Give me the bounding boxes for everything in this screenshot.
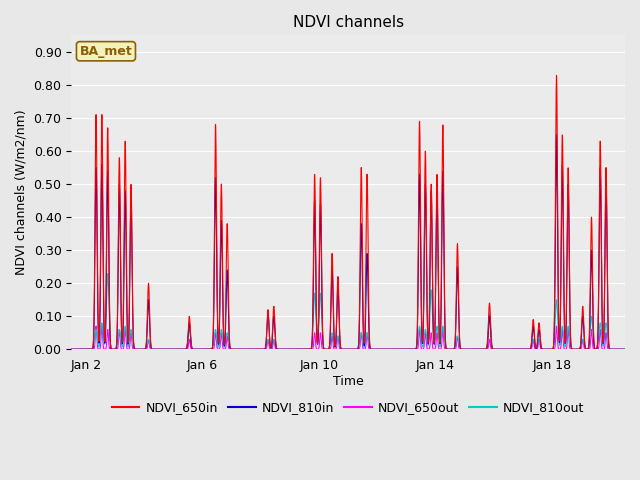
X-axis label: Time: Time	[333, 375, 364, 388]
Text: BA_met: BA_met	[79, 45, 132, 58]
Y-axis label: NDVI channels (W/m2/nm): NDVI channels (W/m2/nm)	[15, 109, 28, 275]
Legend: NDVI_650in, NDVI_810in, NDVI_650out, NDVI_810out: NDVI_650in, NDVI_810in, NDVI_650out, NDV…	[107, 396, 589, 420]
Title: NDVI channels: NDVI channels	[292, 15, 404, 30]
